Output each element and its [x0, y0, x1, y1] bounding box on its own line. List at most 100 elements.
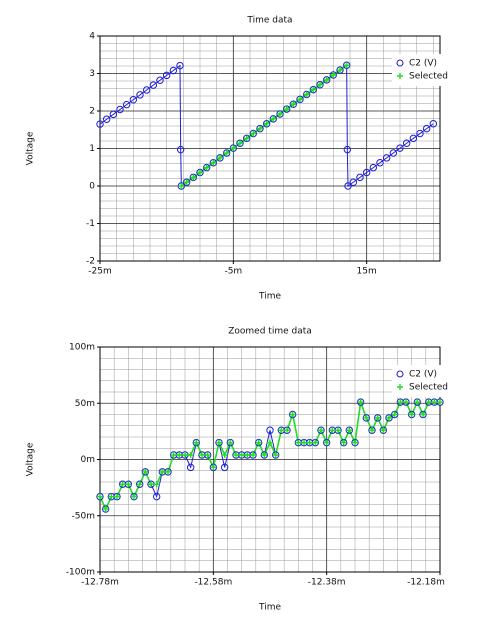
marker [322, 76, 331, 84]
y-tick-label: -2 [86, 257, 95, 267]
marker [141, 468, 150, 476]
marker [376, 159, 384, 167]
marker [130, 492, 138, 501]
marker [396, 144, 404, 152]
marker [230, 145, 237, 152]
marker [425, 399, 432, 406]
marker [187, 452, 194, 458]
marker [108, 493, 115, 500]
marker [413, 398, 422, 406]
y-tick-label: 3 [89, 69, 95, 79]
marker [276, 110, 284, 118]
y-tick-label: -1 [86, 219, 95, 229]
marker [249, 129, 258, 138]
marker [149, 81, 158, 89]
marker [125, 481, 132, 488]
marker [289, 411, 296, 418]
legend-label: C2 (V) [409, 59, 437, 69]
marker [215, 438, 223, 447]
marker [255, 439, 262, 446]
marker [177, 182, 186, 190]
marker [142, 468, 149, 475]
marker [422, 124, 431, 133]
x-tick-label: -12.38m [308, 578, 346, 588]
marker [306, 439, 313, 446]
marker [131, 493, 137, 500]
marker [337, 67, 343, 74]
y-tick-label: 0 [89, 182, 95, 192]
marker [269, 115, 278, 123]
marker [407, 410, 416, 419]
y-tick-label: 2 [89, 107, 95, 117]
marker [189, 173, 198, 182]
marker [196, 168, 204, 177]
legend-marker [396, 59, 404, 67]
marker [220, 463, 229, 472]
marker [242, 134, 251, 143]
marker [419, 410, 427, 419]
marker [312, 439, 319, 446]
x-tick-label: 15m [357, 267, 377, 277]
marker [379, 426, 388, 434]
x-tick-label: -12.78m [81, 578, 119, 588]
marker [203, 164, 210, 171]
marker [119, 481, 126, 488]
marker [278, 427, 285, 434]
marker [129, 96, 138, 104]
marker [153, 481, 160, 488]
y-tick-label: -100m [66, 568, 95, 578]
marker [236, 139, 244, 147]
y-tick-label: 0m [81, 455, 96, 465]
marker [250, 130, 257, 137]
marker [260, 451, 269, 459]
legend-marker [397, 384, 403, 390]
y-axis-label: Voltage [26, 131, 36, 165]
marker [296, 95, 304, 104]
marker [369, 163, 378, 172]
marker [408, 411, 415, 418]
marker [346, 427, 353, 434]
marker [397, 399, 404, 406]
marker [233, 452, 239, 458]
y-tick-label: 50m [75, 399, 95, 409]
marker [209, 159, 218, 167]
marker [357, 399, 364, 406]
marker [135, 480, 144, 488]
legend-box [392, 54, 444, 86]
marker [322, 438, 331, 447]
legend-box [392, 365, 444, 397]
marker [176, 145, 185, 154]
x-axis-label: Time [258, 292, 281, 302]
marker [192, 438, 201, 447]
legend-label: Selected [409, 383, 448, 393]
x-tick-label: -12.18m [407, 578, 445, 588]
x-tick-label: -25m [88, 267, 111, 277]
marker [243, 135, 250, 142]
marker [414, 399, 421, 406]
marker [254, 438, 263, 447]
marker [343, 145, 352, 154]
marker [352, 439, 358, 446]
marker [136, 91, 144, 99]
marker [362, 168, 371, 177]
marker [165, 468, 171, 475]
y-tick-label: 4 [89, 32, 95, 42]
marker [156, 76, 164, 84]
marker [222, 149, 231, 157]
marker [136, 481, 143, 488]
marker [380, 427, 387, 434]
x-axis-label: Time [258, 603, 281, 613]
marker [317, 81, 323, 88]
marker [323, 76, 330, 83]
marker [277, 111, 283, 117]
marker [244, 452, 251, 458]
marker [122, 100, 131, 109]
marker [301, 439, 307, 446]
marker [182, 178, 191, 186]
marker [178, 183, 185, 189]
marker [363, 414, 370, 421]
marker [210, 159, 217, 166]
marker [186, 463, 195, 472]
marker [152, 492, 161, 501]
marker [262, 120, 271, 128]
